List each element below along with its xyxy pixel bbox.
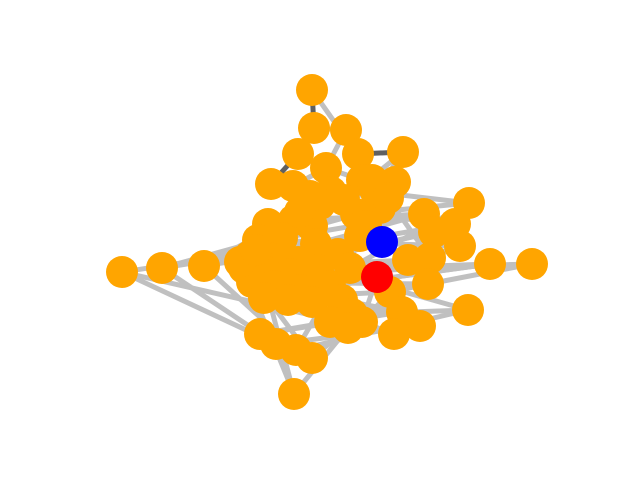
graph-node-n75 — [294, 180, 326, 212]
graph-node-n43 — [412, 268, 444, 300]
graph-node-n5 — [342, 138, 374, 170]
graph-node-n60 — [296, 342, 328, 374]
graph-node-n2 — [298, 112, 330, 144]
graph-node-n54 — [452, 294, 484, 326]
graph-node-n64 — [188, 250, 220, 282]
graph-node-n24 — [418, 216, 450, 248]
graph-node-n57 — [378, 318, 410, 350]
graph-node-n45 — [272, 284, 304, 316]
graph-node-n8 — [387, 136, 419, 168]
graph-node-n61 — [278, 378, 310, 410]
graph-node-n25 — [444, 230, 476, 262]
graph-node-n1 — [296, 74, 328, 106]
graph-node-n38 — [516, 248, 548, 280]
graph-node-n62 — [106, 256, 138, 288]
graph-node-n36 — [392, 244, 424, 276]
graph-node-n3 — [330, 114, 362, 146]
node-layer — [106, 74, 548, 410]
graph-node-n56 — [332, 312, 364, 344]
graph-node-n66 — [240, 234, 272, 266]
graph-node-n6 — [310, 152, 342, 184]
graph-node-n53 — [404, 310, 436, 342]
highlighted-node-red — [361, 261, 393, 293]
graph-node-n63 — [146, 252, 178, 284]
highlighted-node-blue — [366, 226, 398, 258]
graph-node-n4 — [282, 138, 314, 170]
graph-node-n74 — [372, 182, 404, 214]
graph-node-n37 — [474, 248, 506, 280]
graph-node-n44 — [248, 282, 280, 314]
graph-node-n71 — [328, 184, 360, 216]
